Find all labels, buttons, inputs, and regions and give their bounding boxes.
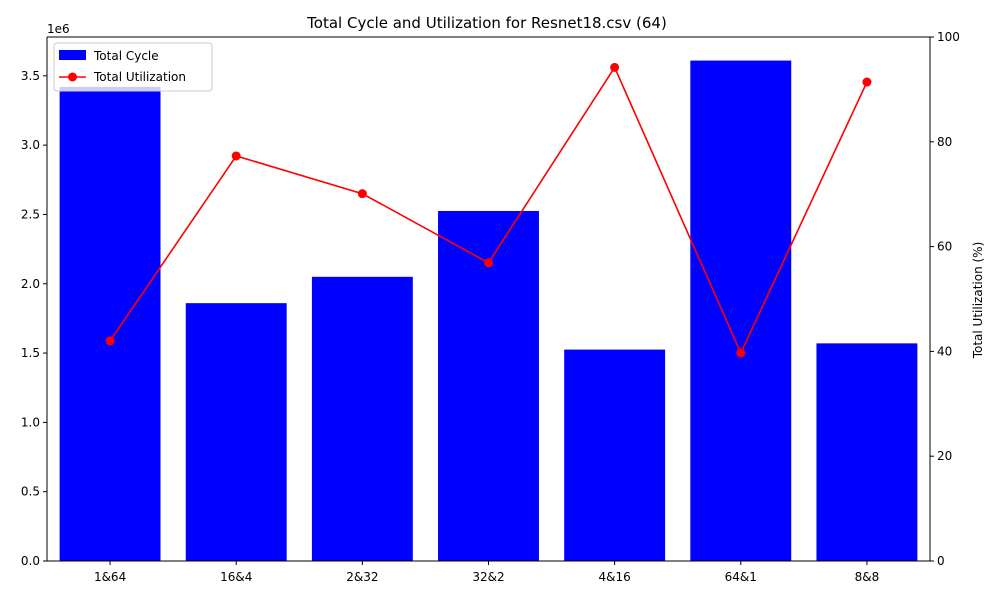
right-tick-label: 100 <box>937 30 960 44</box>
right-tick-label: 40 <box>937 344 952 358</box>
bar-4&16 <box>564 349 666 561</box>
legend-swatch-bar <box>59 50 86 60</box>
x-tick-label: 32&2 <box>472 570 504 584</box>
x-tick-label: 2&32 <box>346 570 378 584</box>
bar-1&64 <box>59 86 161 562</box>
left-tick-label: 2.0 <box>21 277 40 291</box>
right-axis-label: Total Utilization (%) <box>971 242 985 360</box>
axes-group: 0.0 0.5 1.0 1.5 2.0 2.5 3.0 3.5 0 20 40 60 80 100 1&64… <box>21 30 960 584</box>
line-group <box>105 62 872 358</box>
left-tick-label: 3.5 <box>21 69 40 83</box>
right-tick-label: 60 <box>937 240 952 254</box>
right-tick-label: 80 <box>937 135 952 149</box>
x-tick-label: 64&1 <box>725 570 757 584</box>
x-tick-label: 8&8 <box>855 570 880 584</box>
chart-title: Total Cycle and Utilization for Resnet18… <box>306 14 667 32</box>
bar-64&1 <box>690 60 792 561</box>
utilization-point-2&32 <box>357 189 367 199</box>
bar-32&2 <box>438 210 539 561</box>
left-tick-label: 0.5 <box>21 485 40 499</box>
legend-swatch-marker <box>68 72 77 82</box>
legend: Total Cycle Total Utilization <box>53 42 213 92</box>
x-tick-label: 4&16 <box>599 570 631 584</box>
legend-label-total-utilization: Total Utilization <box>93 70 186 84</box>
left-tick-label: 1.5 <box>21 346 40 360</box>
bar-2&32 <box>311 276 413 561</box>
bars-group <box>59 60 918 562</box>
legend-label-total-cycle: Total Cycle <box>93 49 159 63</box>
bar-16&4 <box>185 303 287 561</box>
left-tick-label: 2.5 <box>21 207 40 221</box>
legend-box <box>53 42 213 92</box>
bar-8&8 <box>816 343 918 561</box>
utilization-point-64&1 <box>736 348 746 358</box>
utilization-point-8&8 <box>862 77 872 87</box>
right-tick-label: 0 <box>937 554 945 568</box>
utilization-point-4&16 <box>610 62 620 72</box>
utilization-point-16&4 <box>231 151 241 161</box>
left-tick-label: 1.0 <box>21 415 40 429</box>
left-tick-label: 3.0 <box>21 138 40 152</box>
left-tick-label: 0.0 <box>21 554 40 568</box>
right-tick-label: 20 <box>937 449 952 463</box>
x-tick-label: 16&4 <box>220 570 252 584</box>
x-tick-label: 1&64 <box>94 570 126 584</box>
utilization-point-1&64 <box>105 336 115 346</box>
left-axis-offset-label: 1e6 <box>47 22 70 36</box>
utilization-point-32&2 <box>484 258 493 268</box>
